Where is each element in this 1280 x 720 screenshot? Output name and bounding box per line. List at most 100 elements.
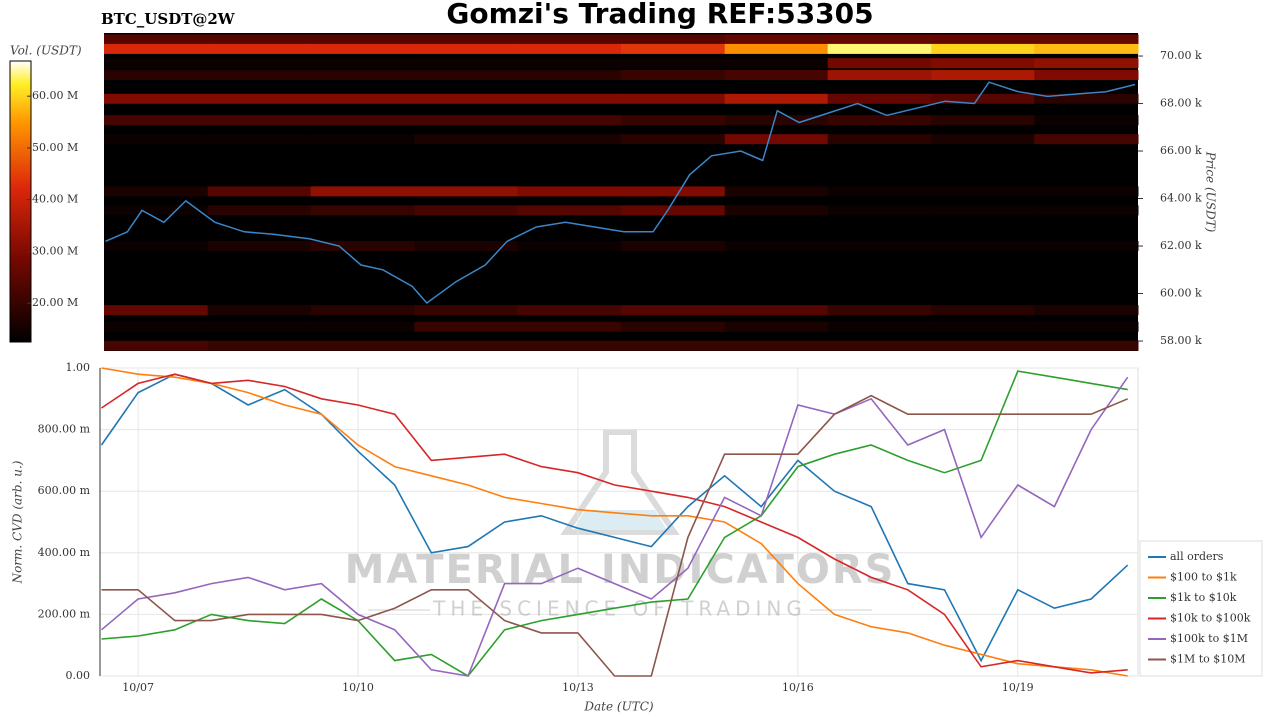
heat-cell [517, 43, 622, 54]
series-line [100, 373, 1129, 663]
heat-cell [724, 34, 829, 45]
heat-cell [414, 115, 518, 126]
x-tick-label: 10/19 [1002, 681, 1034, 694]
heat-cell [207, 58, 312, 69]
heat-cell [207, 241, 312, 252]
watermark: THE SCIENCE OF TRADING [432, 597, 807, 621]
heat-cell [104, 205, 209, 216]
heat-cell [207, 115, 312, 126]
heat-cell [931, 58, 1035, 69]
y-tick-label: 66.00 k [1160, 144, 1202, 157]
series-line [101, 394, 1129, 677]
heat-cell [724, 340, 829, 351]
heat-cell [827, 115, 932, 126]
heat-cell [724, 305, 829, 316]
legend-label: all orders [1170, 550, 1224, 563]
heat-cell [104, 34, 209, 45]
heat-cell [207, 205, 312, 216]
heat-cell [931, 115, 1035, 126]
heat-cell [931, 43, 1035, 54]
heat-cell [207, 34, 312, 45]
heat-cell [724, 186, 829, 197]
heat-cell [827, 305, 932, 316]
heat-cell [207, 321, 312, 332]
heat-cell [724, 134, 829, 145]
heat-cell [621, 58, 726, 69]
heat-cell [517, 93, 622, 104]
heat-cell [104, 115, 209, 126]
heat-cell [621, 34, 726, 45]
x-tick-label: 10/16 [782, 681, 814, 694]
heat-cell [621, 241, 726, 252]
heat-cell [621, 340, 726, 351]
legend-label: $100k to $1M [1170, 632, 1248, 645]
heat-cell [104, 241, 209, 252]
heat-cell [104, 43, 209, 54]
heat-cell [414, 134, 518, 145]
heat-cell [414, 205, 518, 216]
y-tick-label: 62.00 k [1160, 239, 1202, 252]
heat-cell [827, 134, 932, 145]
heat-cell [621, 186, 726, 197]
y-tick-label: 64.00 k [1160, 192, 1202, 205]
heat-cell [621, 93, 726, 104]
y-tick-label: 58.00 k [1160, 334, 1202, 347]
y-tick-label: 600.00 m [38, 484, 91, 497]
heat-cell [310, 340, 415, 351]
series-line [101, 373, 1128, 674]
legend-label: $100 to $1k [1170, 571, 1237, 584]
legend-box [1139, 540, 1263, 677]
y-tick-label: 200.00 m [38, 607, 91, 620]
y-tick-label: 68.00 k [1160, 97, 1202, 110]
heat-cell [1034, 241, 1139, 252]
heat-cell [104, 134, 209, 145]
heat-cell [724, 205, 829, 216]
chart-subtitle: BTC_USDT@2W [101, 10, 236, 28]
y-tick-label: 60.00 k [1160, 287, 1202, 300]
colorbar-label: Vol. (USDT) [10, 44, 82, 58]
heat-cell [104, 340, 209, 351]
heat-cell [517, 340, 622, 351]
legend-label: $1M to $10M [1170, 653, 1246, 666]
y-tick-label: 0.00 [66, 669, 91, 682]
chart-title: Gomzi's Trading REF:53305 [446, 0, 873, 30]
heat-cell [517, 305, 622, 316]
heat-cell [621, 43, 726, 54]
heat-cell [310, 241, 415, 252]
x-axis-label: Date (UTC) [583, 700, 653, 714]
y-tick-label: 1.00 [66, 361, 91, 374]
heat-cell [517, 34, 622, 45]
heat-cell [931, 93, 1035, 104]
heat-cell [827, 43, 932, 54]
heat-cell [827, 340, 932, 351]
heat-cell [414, 241, 518, 252]
heat-cell [1034, 115, 1139, 126]
heat-cell [724, 241, 829, 252]
heat-cell [931, 321, 1035, 332]
heat-cell [1034, 58, 1139, 69]
x-tick-label: 10/13 [562, 681, 594, 694]
heat-cell [1034, 205, 1139, 216]
legend-label: $10k to $100k [1170, 612, 1251, 625]
heat-cell [517, 321, 622, 332]
colorbar-tick-label: 20.00 M [32, 296, 78, 309]
heat-cell [724, 321, 829, 332]
heat-cell [310, 305, 415, 316]
heat-cell [414, 340, 518, 351]
legend-label: $1k to $10k [1170, 591, 1237, 604]
heat-cell [207, 186, 312, 197]
heat-cell [517, 205, 622, 216]
heat-cell [827, 321, 932, 332]
heat-cell [207, 305, 312, 316]
heat-cell [207, 134, 312, 145]
heat-cell [414, 93, 518, 104]
colorbar-tick-label: 30.00 M [32, 244, 78, 257]
heat-cell [1034, 34, 1139, 45]
series-line [101, 370, 1128, 678]
heat-cell [517, 115, 622, 126]
heat-cell [1034, 305, 1139, 316]
heat-cell [931, 134, 1035, 145]
heat-cell [104, 321, 209, 332]
heat-cell [414, 186, 518, 197]
heat-cell [827, 58, 932, 69]
